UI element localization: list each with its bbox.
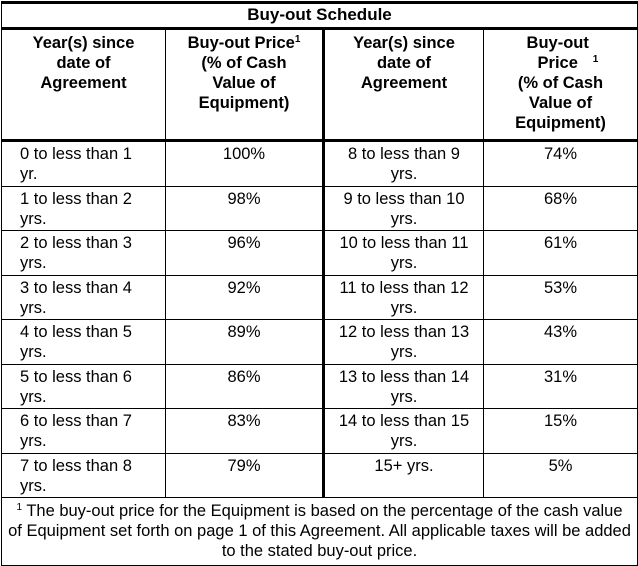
years-cell: 8 to less than 9 yrs. [323, 140, 484, 187]
years-cell: 1 to less than 2 yrs. [1, 185, 166, 231]
years-cell: 4 to less than 5 yrs. [1, 319, 166, 365]
table-row: 7 to less than 8 yrs. 79% 15+ yrs. 5% [1, 452, 638, 498]
price-cell: 98% [165, 185, 325, 231]
header-text: Year(s) since date of Agreement [32, 34, 135, 92]
footnote: 1 The buy-out price for the Equipment is… [0, 497, 638, 566]
table-row: 3 to less than 4 yrs. 92% 11 to less than … [1, 274, 638, 320]
price-cell: 89% [165, 319, 325, 365]
years-cell: 5 to less than 6 yrs. [1, 363, 166, 409]
price-cell: 43% [482, 319, 638, 365]
table-row: 6 to less than 7 yrs. 83% 14 to less than … [1, 408, 638, 454]
years-cell: 6 to less than 7 yrs. [1, 408, 166, 454]
header-text: Buy-out Price [187, 34, 295, 52]
table-row: 2 to less than 3 yrs. 96% 10 to less than … [1, 230, 638, 276]
header-subtext: (% of Cash Value of Equipment) [198, 54, 290, 112]
footnote-marker: 1 [592, 54, 599, 65]
years-cell: 9 to less than 10 yrs. [323, 185, 484, 231]
header-text: Buy-out Price [526, 34, 589, 72]
header-text: Year(s) since date of Agreement [353, 34, 455, 92]
table-title: Buy-out Schedule [0, 1, 638, 30]
years-cell: 3 to less than 4 yrs. [1, 274, 166, 320]
price-cell: 5% [482, 452, 638, 498]
header-subtext: (% of Cash Value of Equipment) [515, 74, 606, 132]
price-cell: 31% [482, 363, 638, 409]
price-cell: 15% [482, 408, 638, 454]
years-cell: 7 to less than 8 yrs. [1, 452, 166, 498]
footnote-marker: 1 [294, 34, 301, 45]
price-cell: 68% [482, 185, 638, 231]
years-cell: 13 to less than 14 yrs. [323, 363, 484, 409]
years-cell: 0 to less than 1 yr. [1, 140, 166, 187]
years-cell: 15+ yrs. [323, 452, 484, 498]
years-cell: 2 to less than 3 yrs. [1, 230, 166, 276]
years-cell: 12 to less than 13 yrs. [323, 319, 484, 365]
table-row: 5 to less than 6 yrs. 86% 13 to less than … [1, 363, 638, 409]
table-row: 1 to less than 2 yrs. 98% 9 to less than 1… [1, 185, 638, 231]
price-cell: 74% [482, 140, 638, 187]
footnote-marker: 1 [16, 502, 23, 513]
price-cell: 53% [482, 274, 638, 320]
header-years-right: Year(s) since date of Agreement [323, 28, 484, 142]
table-row: 4 to less than 5 yrs. 89% 12 to less than … [1, 319, 638, 365]
years-cell: 10 to less than 11 yrs. [323, 230, 484, 276]
price-cell: 92% [165, 274, 325, 320]
years-cell: 11 to less than 12 yrs. [323, 274, 484, 320]
footnote-text: The buy-out price for the Equipment is b… [8, 502, 631, 560]
header-price-right: Buy-out Price 1 (% of Cash Value of Equipm… [482, 28, 638, 142]
header-price-left: Buy-out Price1 (% of Cash Value of Equipm… [165, 28, 325, 142]
table-row: 0 to less than 1 yr. 100% 8 to less than 9… [1, 140, 638, 187]
price-cell: 61% [482, 230, 638, 276]
price-cell: 86% [165, 363, 325, 409]
price-cell: 83% [165, 408, 325, 454]
years-cell: 14 to less than 15 yrs. [323, 408, 484, 454]
price-cell: 79% [165, 452, 325, 498]
price-cell: 96% [165, 230, 325, 276]
price-cell: 100% [165, 140, 325, 187]
header-years-left: Year(s) since date of Agreement [1, 28, 166, 142]
